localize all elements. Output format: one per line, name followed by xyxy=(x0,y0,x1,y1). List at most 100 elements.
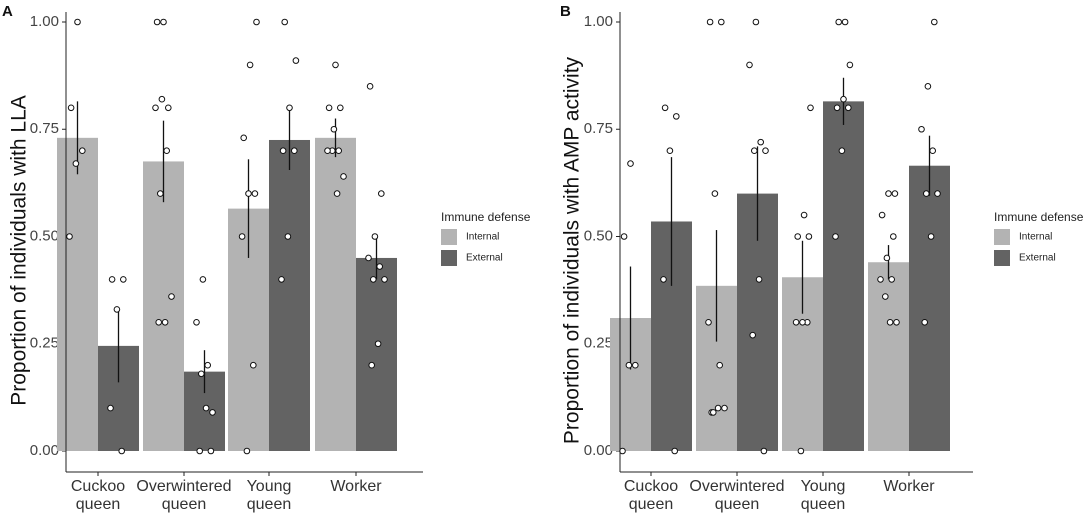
y-tick-label: 0.25 xyxy=(30,335,59,352)
x-tick-label-line: queen xyxy=(162,496,207,513)
x-tick-label-line: Worker xyxy=(330,478,382,495)
data-point xyxy=(240,134,247,142)
data-point xyxy=(877,276,884,283)
data-point xyxy=(243,447,251,455)
bar-internal xyxy=(315,137,356,451)
data-point xyxy=(113,306,121,313)
legend-label-external: External xyxy=(1019,253,1056,264)
data-point xyxy=(757,138,765,146)
data-point xyxy=(923,190,930,197)
legend-swatch-external xyxy=(994,250,1010,266)
data-point xyxy=(286,104,293,112)
data-point xyxy=(152,104,159,112)
data-point xyxy=(204,361,211,369)
data-point xyxy=(845,104,852,112)
data-point xyxy=(627,160,634,167)
data-point xyxy=(238,233,246,240)
data-point xyxy=(752,18,760,26)
bar-internal xyxy=(868,262,909,451)
data-point xyxy=(79,147,86,154)
x-tick-label: Worker xyxy=(330,478,382,495)
data-point xyxy=(671,447,679,455)
x-tick-label-line: queen xyxy=(247,496,292,513)
data-point xyxy=(710,409,717,416)
data-point xyxy=(840,95,847,103)
data-point xyxy=(661,104,669,112)
y-tick-label: 0.50 xyxy=(584,227,613,244)
bar-external xyxy=(269,139,310,451)
data-point xyxy=(118,447,125,455)
data-point xyxy=(835,18,843,26)
data-point xyxy=(921,319,929,326)
data-point xyxy=(882,293,889,300)
panel-a: A Proportion of individuals with LLA 0.00 0… xyxy=(2,3,531,513)
data-point xyxy=(886,319,894,326)
y-axis-label: Proportion of individuals with LLA xyxy=(8,95,31,406)
data-point xyxy=(245,190,252,197)
data-point xyxy=(838,147,846,154)
data-point xyxy=(278,276,285,283)
data-point xyxy=(198,370,205,378)
legend-swatch-internal xyxy=(441,229,457,245)
data-point xyxy=(378,190,385,197)
data-point xyxy=(751,147,758,154)
y-tick-label: 0.00 xyxy=(584,442,613,459)
data-point xyxy=(209,409,216,416)
data-point xyxy=(833,104,841,112)
data-point xyxy=(794,233,802,240)
data-point xyxy=(746,61,753,69)
x-tick-label: Overwintered queen xyxy=(136,478,231,513)
data-point xyxy=(924,83,932,90)
x-tick-label-line: queen xyxy=(629,496,674,513)
x-tick-label-line: Cuckoo xyxy=(624,478,678,495)
data-point xyxy=(291,147,298,154)
data-point xyxy=(107,404,114,412)
data-point xyxy=(760,447,768,455)
y-tick-label: 0.25 xyxy=(584,335,613,352)
x-tick-label: Young queen xyxy=(801,478,846,513)
data-point xyxy=(163,147,170,154)
x-tick-label: Cuckoo queen xyxy=(71,478,125,513)
data-point xyxy=(324,147,331,154)
data-point xyxy=(927,233,935,240)
y-tick-label: 0.00 xyxy=(30,442,59,459)
legend: Immune defense Internal External xyxy=(994,210,1084,266)
data-point xyxy=(366,83,374,90)
x-tick-label: Overwintered queen xyxy=(689,478,784,513)
data-point xyxy=(74,18,81,26)
data-point xyxy=(632,361,639,369)
data-point xyxy=(376,263,384,270)
x-tick-label-line: Young xyxy=(247,478,292,495)
data-point xyxy=(800,211,808,219)
data-point xyxy=(374,340,382,348)
panel-label: A xyxy=(2,3,13,20)
data-point xyxy=(885,190,892,197)
data-point xyxy=(934,190,941,197)
y-tick-label: 0.75 xyxy=(584,120,613,137)
data-point xyxy=(799,319,806,326)
data-point xyxy=(832,233,839,240)
data-point xyxy=(284,233,292,240)
data-point xyxy=(841,18,849,26)
data-point xyxy=(762,147,769,154)
data-point xyxy=(120,276,127,283)
bar-external xyxy=(356,257,397,451)
data-point xyxy=(337,104,344,112)
data-point xyxy=(202,404,210,412)
x-tick-label-line: Young xyxy=(801,478,846,495)
data-point xyxy=(332,61,339,69)
data-point xyxy=(168,293,175,300)
data-point xyxy=(365,254,372,262)
data-point xyxy=(749,331,757,339)
x-tick-label: Cuckoo queen xyxy=(624,478,678,513)
data-point xyxy=(716,361,724,369)
bar-external xyxy=(823,101,864,452)
y-tick-label: 0.75 xyxy=(30,120,59,137)
data-point xyxy=(340,173,347,180)
data-point xyxy=(196,447,203,455)
legend-swatch-internal xyxy=(994,229,1010,245)
data-point xyxy=(706,18,714,26)
data-point xyxy=(292,57,300,64)
data-point xyxy=(893,319,900,326)
